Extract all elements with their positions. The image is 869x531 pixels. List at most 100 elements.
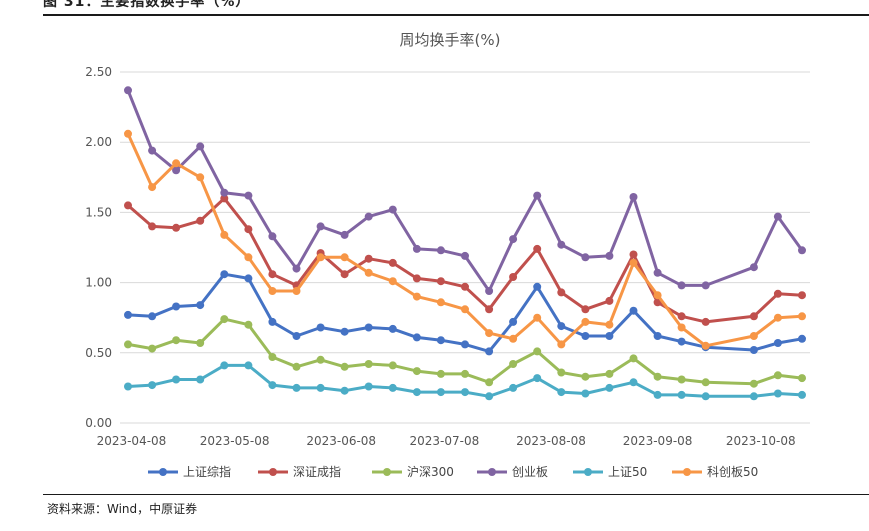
y-tick-label: 2.00 (85, 135, 112, 149)
data-point (701, 341, 710, 350)
data-point (196, 173, 205, 182)
data-point (581, 332, 590, 340)
data-point (509, 383, 518, 392)
data-point (629, 250, 638, 259)
data-point (773, 371, 782, 380)
data-point (172, 166, 181, 175)
data-point (798, 334, 806, 343)
data-point (629, 193, 638, 201)
data-point (677, 323, 686, 332)
data-point (533, 191, 542, 200)
data-point (436, 388, 445, 397)
data-point (557, 340, 566, 349)
legend-label: 上证综指 (183, 464, 231, 479)
data-point (581, 305, 590, 314)
legend-swatch-marker (159, 468, 167, 476)
data-point (701, 317, 710, 326)
data-point (412, 274, 421, 283)
series-line-6 (126, 133, 803, 348)
data-point (701, 281, 710, 290)
data-point (629, 354, 638, 363)
legend-label: 深证成指 (293, 464, 341, 479)
data-point (798, 312, 806, 321)
y-tick-label: 2.50 (85, 65, 112, 79)
data-point (533, 374, 542, 383)
data-point (244, 320, 253, 329)
data-point (220, 194, 229, 203)
data-point (701, 378, 710, 387)
data-point (581, 253, 590, 262)
data-point (268, 381, 277, 390)
data-point (148, 183, 157, 192)
data-point (557, 240, 566, 249)
data-point (773, 212, 782, 221)
data-point (605, 320, 614, 329)
data-point (148, 312, 157, 321)
data-point (244, 225, 253, 234)
data-point (388, 361, 397, 370)
data-point (268, 317, 277, 326)
data-point (172, 336, 181, 345)
chart-title: 周均换手率(%) (400, 31, 501, 49)
data-point (172, 159, 181, 168)
data-point (196, 142, 205, 151)
data-point (653, 332, 662, 340)
caption-rule (43, 14, 869, 16)
data-point (436, 246, 445, 255)
data-point (388, 383, 397, 392)
data-point (220, 230, 229, 239)
x-tick-label: 2023-09-08 (623, 434, 693, 448)
data-point (557, 388, 566, 397)
data-point (268, 232, 277, 241)
data-point (124, 86, 132, 95)
source-note: 资料来源：Wind，中原证券 (47, 502, 198, 516)
legend-swatch-marker (383, 468, 391, 476)
data-point (364, 268, 373, 277)
data-point (605, 383, 614, 392)
data-point (749, 263, 758, 272)
data-point (581, 317, 590, 326)
data-point (124, 382, 132, 391)
data-point (798, 374, 806, 383)
data-point (629, 378, 638, 387)
data-point (340, 362, 349, 371)
data-point (509, 360, 518, 368)
data-point (292, 362, 301, 371)
data-point (485, 378, 494, 387)
data-point (605, 369, 614, 378)
data-point (220, 188, 229, 197)
data-point (412, 292, 421, 301)
legend-swatch-marker (488, 468, 496, 476)
data-point (653, 372, 662, 381)
data-point (436, 298, 445, 307)
data-point (749, 332, 758, 340)
data-point (653, 268, 662, 277)
data-point (364, 212, 373, 221)
data-point (364, 360, 373, 368)
data-point (677, 375, 686, 384)
y-tick-label: 1.00 (85, 276, 112, 290)
data-point (244, 253, 253, 262)
data-point (340, 386, 349, 395)
legend-label: 科创板50 (707, 465, 758, 479)
data-point (773, 313, 782, 322)
x-tick-label: 2023-08-08 (516, 434, 586, 448)
data-point (340, 270, 349, 279)
data-point (677, 312, 686, 321)
data-point (581, 372, 590, 381)
series-line-2 (127, 196, 803, 324)
y-tick-label: 1.50 (85, 205, 112, 219)
data-point (629, 258, 638, 267)
data-point (605, 296, 614, 305)
data-point (388, 258, 397, 267)
data-point (485, 305, 494, 314)
legend-label: 沪深300 (407, 465, 454, 479)
data-point (461, 369, 469, 378)
legend-label: 创业板 (512, 465, 548, 479)
data-point (773, 289, 782, 298)
series-line-5 (127, 363, 803, 398)
data-point (533, 244, 542, 253)
data-point (292, 287, 301, 295)
line-chart: 周均换手率(%) 0.00 0.50 1.00 1.50 2.00 2.50 2023-0… (85, 31, 810, 479)
data-point (533, 313, 542, 322)
